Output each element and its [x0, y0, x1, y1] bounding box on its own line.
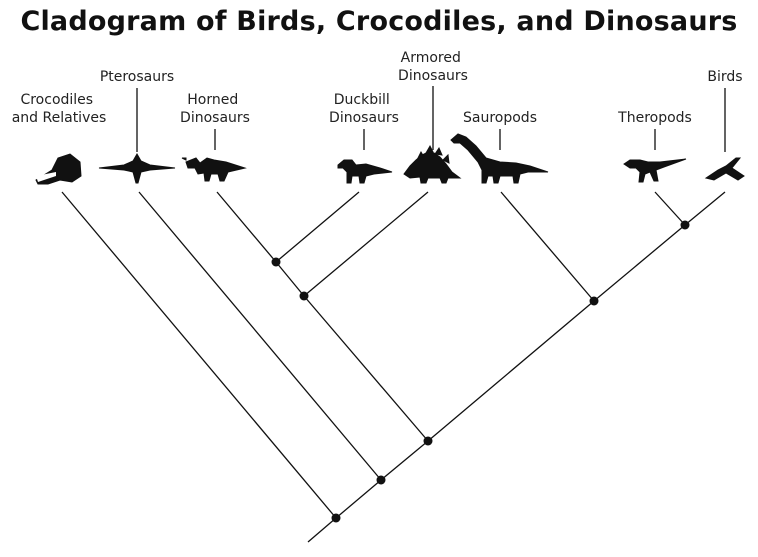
node-saurischia	[589, 296, 599, 306]
branch-trunk-1	[335, 479, 382, 519]
cladogram-branches	[61, 191, 726, 543]
theropod-icon	[623, 158, 687, 183]
silhouettes	[35, 133, 745, 185]
stegosaurus-icon	[403, 144, 462, 184]
taxon-label-line: Pterosaurs	[100, 69, 174, 85]
branch-trunk-2	[380, 440, 429, 481]
taxon-label-line: Dinosaurs	[180, 110, 250, 126]
diagram-title: Cladogram of Birds, Crocodiles, and Dino…	[20, 6, 738, 37]
cladogram-nodes	[271, 220, 690, 523]
taxon-label-armored-dinosaurs: Armored Dinosaurs	[398, 50, 468, 84]
taxon-label-horned-dinosaurs: Horned Dinosaurs	[180, 92, 250, 126]
taxon-label-line: Horned	[187, 92, 238, 108]
branch-theropods	[654, 191, 686, 226]
taxon-label-line: Dinosaurs	[329, 110, 399, 126]
node-archosauria	[331, 513, 341, 523]
label-leaders	[136, 86, 726, 152]
taxon-label-line: Dinosaurs	[398, 68, 468, 84]
taxon-labels: Crocodiles and Relatives Pterosaurs Horn…	[12, 50, 743, 126]
taxon-label-birds: Birds	[707, 69, 742, 85]
node-dinosauria	[423, 436, 433, 446]
taxon-label-theropods: Theropods	[617, 110, 692, 126]
node-theropoda	[680, 220, 690, 230]
branch-pterosaurs	[138, 191, 382, 481]
triceratops-icon	[181, 157, 247, 182]
taxon-label-sauropods: Sauropods	[463, 110, 537, 126]
taxon-label-line: Birds	[707, 69, 742, 85]
taxon-label-line: Theropods	[617, 110, 692, 126]
taxon-label-line: Sauropods	[463, 110, 537, 126]
branch-theropoda-stem	[593, 224, 686, 302]
sauropod-icon	[450, 133, 549, 184]
hadrosaur-icon	[337, 159, 393, 184]
branch-armored	[303, 191, 429, 297]
branch-ornithopod-ceratopsian	[275, 261, 305, 297]
branch-horned	[216, 191, 277, 263]
taxon-label-line: Armored	[401, 50, 461, 66]
taxon-label-line: Duckbill	[334, 92, 390, 108]
node-horned-duckbill	[271, 257, 281, 267]
node-ornithodira	[376, 475, 386, 485]
taxon-label-line: Crocodiles	[20, 92, 93, 108]
crocodile-icon	[35, 153, 82, 185]
branch-duckbill	[275, 191, 360, 263]
bird-icon	[704, 157, 745, 181]
branch-ornithischia	[303, 295, 429, 442]
branch-root	[307, 517, 337, 543]
taxon-label-line: and Relatives	[12, 110, 107, 126]
branch-saurischia	[427, 300, 595, 442]
branch-birds	[684, 191, 726, 226]
branch-crocodiles	[61, 191, 337, 519]
node-ornithischia	[299, 291, 309, 301]
pterosaur-icon	[98, 152, 176, 184]
branch-sauropods	[500, 191, 595, 302]
taxon-label-duckbill-dinosaurs: Duckbill Dinosaurs	[329, 92, 399, 126]
taxon-label-pterosaurs: Pterosaurs	[100, 69, 174, 85]
taxon-label-crocodiles: Crocodiles and Relatives	[12, 92, 107, 126]
